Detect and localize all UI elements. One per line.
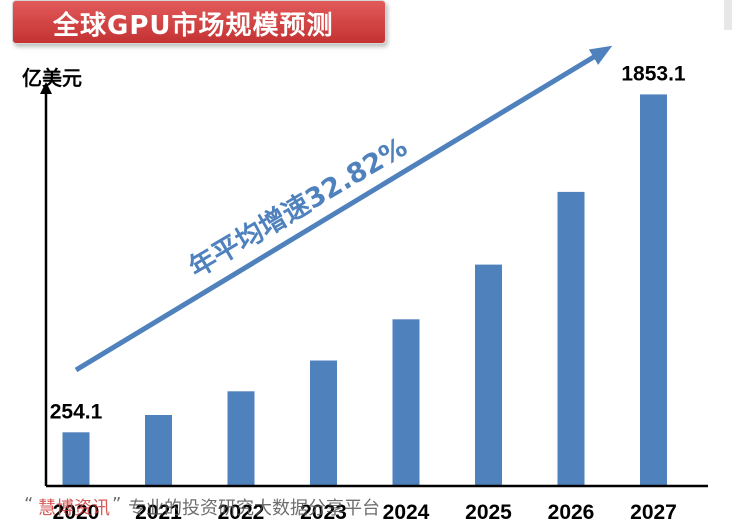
x-tick-label: 2020 bbox=[53, 501, 100, 524]
bar-2023 bbox=[310, 360, 337, 486]
corner-decoration bbox=[724, 0, 732, 30]
bar-2022 bbox=[227, 391, 255, 486]
data-label: 254.1 bbox=[50, 400, 103, 423]
bar-2025 bbox=[475, 264, 502, 486]
x-tick-label: 2023 bbox=[300, 501, 347, 524]
watermark-quote-open: “ bbox=[24, 494, 34, 515]
growth-trend-arrow bbox=[74, 45, 613, 373]
x-tick-label: 2022 bbox=[218, 501, 265, 524]
y-axis-unit-label: 亿美元 bbox=[22, 66, 82, 90]
watermark-brand: 慧博资讯 bbox=[38, 498, 110, 519]
x-tick-label: 2025 bbox=[465, 501, 512, 524]
x-tick-label: 2027 bbox=[630, 501, 677, 524]
watermark-quote-close: ” bbox=[112, 494, 122, 515]
data-label: 1853.1 bbox=[621, 62, 686, 85]
bar-2026 bbox=[557, 191, 585, 486]
watermark-text: 专业的投资研究大数据分享平台 bbox=[128, 498, 380, 519]
bar-2020 bbox=[62, 432, 90, 486]
bar-2021 bbox=[145, 415, 172, 486]
title-banner: 全球GPU市场规模预测 bbox=[12, 0, 386, 44]
x-tick-label: 2026 bbox=[548, 501, 595, 524]
x-tick-label: 2021 bbox=[135, 501, 182, 524]
growth-annotation-text: 年平均增速32.82% bbox=[183, 131, 412, 284]
x-tick-label: 2024 bbox=[383, 501, 430, 524]
bar-2027 bbox=[640, 94, 667, 487]
watermark: “ 慧博资讯 ” 专业的投资研究大数据分享平台 bbox=[0, 494, 732, 524]
chart-title: 全球GPU市场规模预测 bbox=[53, 11, 334, 41]
bar-2024 bbox=[392, 319, 420, 486]
